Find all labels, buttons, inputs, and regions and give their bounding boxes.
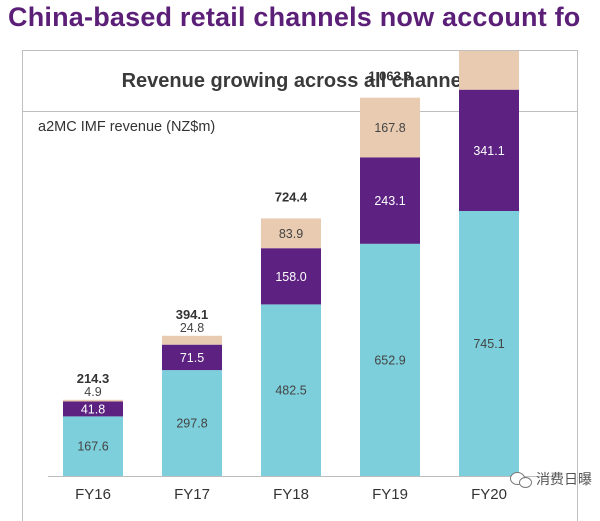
bar-segment-fy18-s1 [261,304,321,476]
total-label-fy16: 214.3 [77,371,110,386]
data-label-fy20-s2: 341.1 [473,144,504,158]
bar-segment-fy16-s3 [63,399,123,402]
data-label-fy18-s2: 158.0 [275,270,306,284]
bar-segment-fy17-s3 [162,335,222,345]
data-label-fy17-s3: 24.8 [180,321,204,335]
bar-segment-fy19-s1 [360,243,420,476]
data-label-fy19-s3: 167.8 [374,121,405,135]
bar-segment-fy18-s3 [261,218,321,249]
total-label-fy18: 724.4 [275,189,308,204]
watermark-text: 消费日曝 [536,472,592,488]
bar-segment-fy16-s1 [63,416,123,476]
x-tick-label-fy16: FY16 [75,486,111,503]
data-label-fy16-s3: 4.9 [84,385,101,399]
page-headline: China-based retail channels now account … [8,2,581,32]
watermark: 消费日曝 [510,469,592,489]
x-tick-label-fy17: FY17 [174,486,210,503]
x-tick-label-fy20: FY20 [471,486,507,503]
bar-segment-fy20-s2 [459,89,519,211]
chart-title: Revenue growing across all channels [23,51,577,112]
data-label-fy20-s1: 745.1 [473,337,504,351]
data-label-fy19-s2: 243.1 [374,194,405,208]
x-tick-label-fy19: FY19 [372,486,408,503]
chart-panel: Revenue growing across all channels a2MC… [22,50,578,521]
x-tick-label-fy18: FY18 [273,486,309,503]
bar-segment-fy18-s2 [261,248,321,305]
data-label-fy18-s3: 83.9 [279,227,303,241]
data-label-fy17-s1: 297.8 [176,417,207,431]
data-label-fy17-s2: 71.5 [180,351,204,365]
bar-segment-fy19-s3 [360,97,420,158]
total-label-fy19: 1,063.8 [368,69,411,84]
y-axis-label: a2MC IMF revenue (NZ$m) [38,119,216,135]
bar-segment-fy16-s2 [63,401,123,417]
data-label-fy16-s2: 41.8 [81,403,105,417]
bar-segment-fy19-s2 [360,157,420,244]
bar-segment-fy17-s1 [162,370,222,476]
data-label-fy16-s1: 167.6 [77,440,108,454]
bar-segment-fy20-s3 [459,51,519,90]
total-label-fy17: 394.1 [176,307,209,322]
wechat-icon [510,471,532,488]
bar-segment-fy17-s2 [162,344,222,371]
bar-segment-fy20-s1 [459,211,519,476]
data-label-fy18-s1: 482.5 [275,384,306,398]
data-label-fy19-s1: 652.9 [374,353,405,367]
